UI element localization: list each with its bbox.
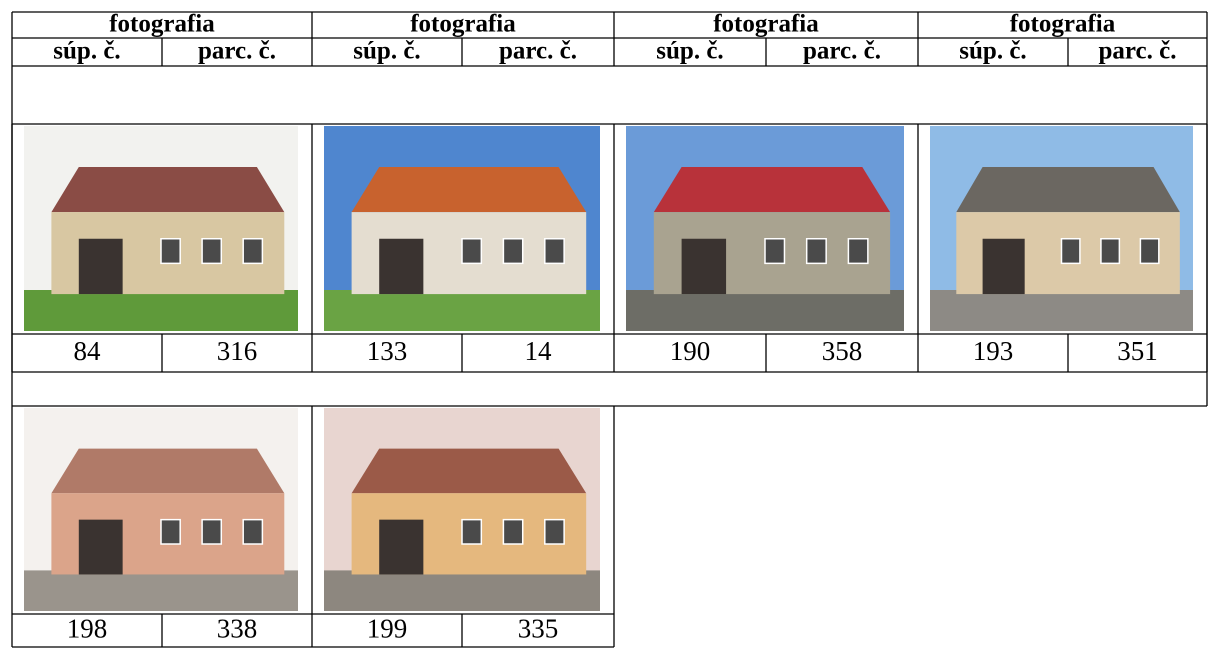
photo-door xyxy=(982,238,1025,295)
photo xyxy=(930,126,1193,331)
photo-door xyxy=(379,519,424,575)
photo-ground xyxy=(324,570,600,611)
number: 351 xyxy=(1117,336,1158,366)
number: 14 xyxy=(525,336,553,366)
photo-ground xyxy=(626,290,904,331)
photo-window xyxy=(242,518,264,545)
number: 193 xyxy=(973,336,1014,366)
photo-window xyxy=(160,238,181,265)
column-header: súp. č. xyxy=(959,38,1026,65)
photo-window xyxy=(805,238,827,265)
number: 358 xyxy=(822,336,863,366)
number: 335 xyxy=(518,614,559,644)
photo-window xyxy=(1060,238,1081,265)
photo-window xyxy=(764,238,786,265)
photo-window xyxy=(461,518,483,545)
number: 316 xyxy=(217,336,258,366)
photo xyxy=(24,126,298,331)
photo-window xyxy=(544,238,565,265)
column-header: parc. č. xyxy=(803,38,881,65)
number: 338 xyxy=(217,614,258,644)
number: 133 xyxy=(367,336,408,366)
photo-window xyxy=(1100,238,1121,265)
photo xyxy=(626,126,904,331)
number: 199 xyxy=(367,614,408,644)
photo xyxy=(324,408,600,611)
column-header: súp. č. xyxy=(53,38,120,65)
photo-roof xyxy=(653,167,891,213)
number: 190 xyxy=(670,336,711,366)
photo-ground xyxy=(24,290,298,331)
number: 84 xyxy=(74,336,102,366)
photo-roof xyxy=(956,167,1180,213)
group-title: fotografia xyxy=(1010,11,1116,38)
photo-window xyxy=(502,238,524,265)
photo-window xyxy=(201,238,223,265)
photo-window xyxy=(461,238,483,265)
column-header: súp. č. xyxy=(353,38,420,65)
photo-ground xyxy=(24,570,298,611)
group-title: fotografia xyxy=(109,11,215,38)
photo-roof xyxy=(51,167,285,213)
photo-window xyxy=(242,238,264,265)
photo-roof xyxy=(351,167,587,213)
photo xyxy=(324,126,600,331)
photo-window xyxy=(847,238,869,265)
photo-window xyxy=(544,518,565,545)
group-title: fotografia xyxy=(713,11,819,38)
column-header: súp. č. xyxy=(656,38,723,65)
photo xyxy=(24,408,298,611)
photo-door xyxy=(78,238,123,295)
group-title: fotografia xyxy=(410,11,516,38)
number: 198 xyxy=(67,614,108,644)
photo-door xyxy=(78,519,123,575)
photo-ground xyxy=(930,290,1193,331)
photo-window xyxy=(160,518,181,545)
column-header: parc. č. xyxy=(198,38,276,65)
photo-ground xyxy=(324,290,600,331)
photo-door xyxy=(681,238,727,295)
photo-window xyxy=(1139,238,1160,265)
photo-roof xyxy=(51,448,285,494)
photo-roof xyxy=(351,448,587,494)
photo-window xyxy=(502,518,524,545)
photo-window xyxy=(201,518,223,545)
photo-door xyxy=(379,238,424,295)
column-header: parc. č. xyxy=(1099,38,1177,65)
column-header: parc. č. xyxy=(499,38,577,65)
